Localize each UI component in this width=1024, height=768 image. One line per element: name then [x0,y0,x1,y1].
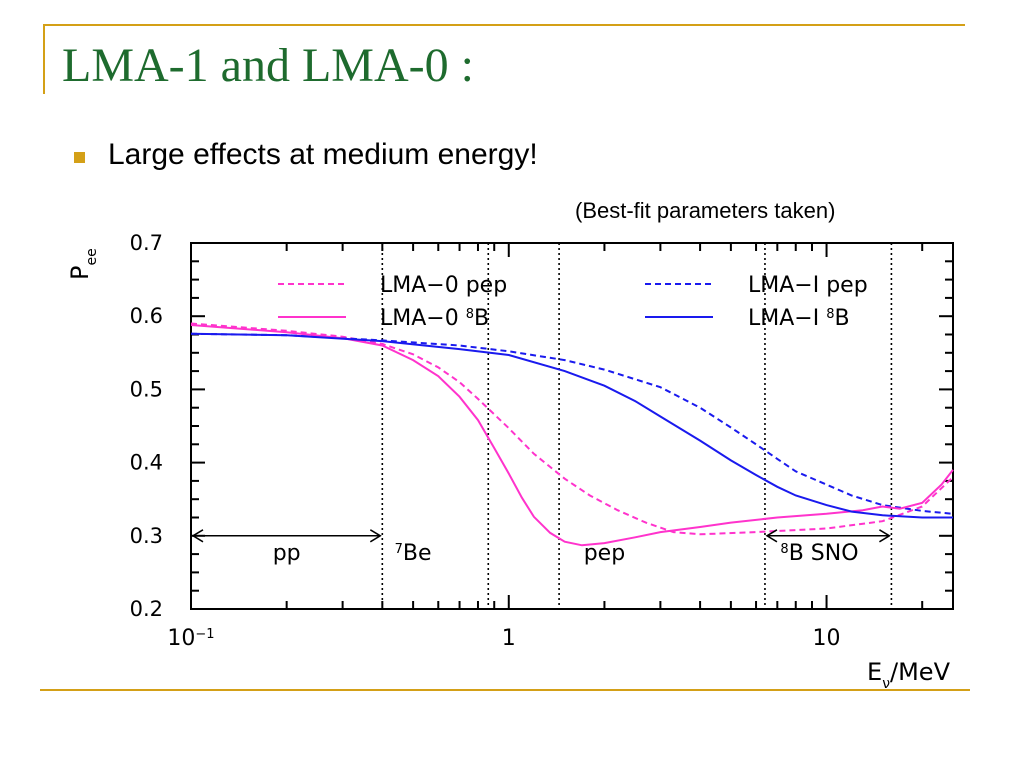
x-axis-label: Eν/MeV [867,658,951,692]
legend-label: LMA−I 8B [748,306,850,331]
legend-label: LMA−0 pep [380,273,507,298]
legend-label: LMA−0 8B [380,306,489,331]
bottom-rule [40,689,970,691]
y-tick-label: 0.3 [130,524,163,548]
x-tick-label: 10−1 [167,626,214,651]
region-label: 7Be [395,541,432,566]
region-label: 8B SNO [780,541,858,566]
y-axis-label: Pee [66,248,100,280]
series-line [190,332,954,515]
series-line [190,324,954,547]
range-arrow-head [765,529,778,543]
y-tick-label: 0.4 [130,451,163,475]
range-arrow-head [369,529,382,543]
parameters-note: (Best-fit parameters taken) [575,198,836,223]
series-line [190,332,953,519]
range-arrow-head [879,529,891,543]
top-accent-rule [43,24,965,26]
bullet-text: Large effects at medium energy! [108,138,538,171]
y-tick-label: 0.7 [130,231,163,255]
y-tick-label: 0.5 [130,377,163,401]
y-tick-label: 0.6 [130,304,163,328]
y-tick-label: 0.2 [130,597,163,621]
range-arrow-head [191,529,204,543]
x-tick-label: 10 [813,626,841,651]
region-label: pp [273,541,301,566]
x-tick-label: 1 [502,626,516,651]
slide-title: LMA-1 and LMA-0 : [62,39,474,92]
bullet-square-icon [74,152,85,163]
left-accent-bar [43,26,45,94]
series-line [190,322,954,536]
legend-label: LMA−I pep [748,273,868,298]
region-label: pep [584,541,625,566]
